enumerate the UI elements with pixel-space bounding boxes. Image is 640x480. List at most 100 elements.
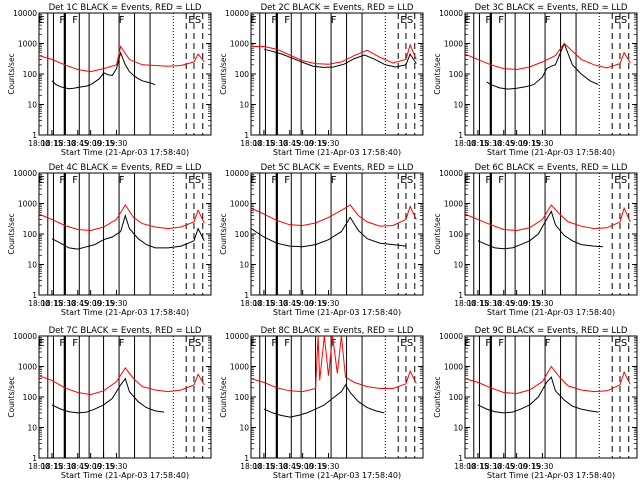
panel-title: Det 1C BLACK = Events, RED = LLD [49, 3, 202, 13]
x-tick-label: 19:00 [506, 299, 528, 308]
x-tick-label: 19:30 [532, 139, 554, 148]
events-series-line [51, 51, 156, 90]
x-tick-label: 18:45 [493, 462, 515, 471]
panel-title: Det 7C BLACK = Events, RED = LLD [49, 326, 202, 336]
region-marker-label: F [119, 175, 125, 186]
y-axis-label: Counts/sec [219, 376, 228, 417]
region-marker-label: F [284, 338, 290, 349]
region-marker-label: S [407, 175, 413, 186]
x-tick-label: 18:30 [54, 299, 76, 308]
y-tick-label: 100 [449, 70, 464, 79]
x-tick-label: 18:45 [279, 299, 301, 308]
region-marker-label: E [38, 338, 44, 349]
x-tick-label: 18:30 [54, 462, 76, 471]
panel-title: Det 3C BLACK = Events, RED = LLD [475, 3, 628, 13]
region-marker-label: F [498, 15, 504, 26]
y-tick-label: 1 [244, 291, 249, 300]
y-tick-label: 10000 [13, 9, 37, 18]
x-tick-label: 19:00 [80, 139, 102, 148]
lld-series-line [464, 204, 631, 232]
x-tick-label: 18:00 [240, 139, 262, 148]
x-tick-label: 19:15 [519, 462, 541, 471]
region-marker-label: E [250, 338, 256, 349]
y-tick-label: 10 [27, 261, 37, 270]
x-tick-label: 18:30 [480, 139, 502, 148]
lld-series-line [464, 42, 631, 71]
y-tick-label: 10 [27, 424, 37, 433]
y-tick-label: 100 [235, 70, 250, 79]
region-marker-label: E [250, 175, 256, 186]
x-tick-label: 19:15 [519, 299, 541, 308]
y-tick-label: 1000 [230, 40, 249, 49]
region-marker-label: F [545, 338, 551, 349]
events-series-line [51, 213, 205, 250]
y-tick-label: 1000 [444, 40, 463, 49]
x-tick-label: 18:15 [41, 462, 63, 471]
x-tick-label: 19:30 [106, 462, 128, 471]
lld-series-line [38, 45, 205, 73]
region-marker-label: F [72, 175, 78, 186]
y-tick-label: 1000 [444, 200, 463, 209]
y-tick-label: 1000 [18, 40, 37, 49]
x-tick-label: 19:00 [80, 299, 102, 308]
x-tick-label: 18:15 [41, 139, 63, 148]
region-marker-label: F [284, 15, 290, 26]
region-marker-label: E [464, 338, 470, 349]
x-tick-label: 18:45 [67, 299, 89, 308]
y-tick-label: 100 [23, 230, 38, 239]
y-tick-label: 10000 [439, 9, 463, 18]
region-marker-label: F [59, 338, 65, 349]
region-marker-label: F [485, 175, 491, 186]
region-marker-label: E [614, 15, 620, 26]
y-axis-label: Counts/sec [7, 213, 16, 254]
lld-series-line [38, 367, 205, 396]
x-tick-label: 18:45 [493, 139, 515, 148]
x-tick-label: 18:30 [54, 139, 76, 148]
x-tick-label: 18:00 [240, 299, 262, 308]
region-marker-label: S [407, 15, 413, 26]
x-tick-label: 18:45 [67, 462, 89, 471]
panel-title: Det 4C BLACK = Events, RED = LLD [49, 163, 202, 173]
x-tick-label: 18:15 [41, 299, 63, 308]
region-marker-label: E [250, 15, 256, 26]
region-marker-label: E [188, 338, 194, 349]
y-tick-label: 1 [244, 131, 249, 140]
region-marker-label: F [271, 15, 277, 26]
y-tick-label: 10000 [13, 169, 37, 178]
y-axis-label: Counts/sec [433, 213, 442, 254]
region-marker-label: S [407, 338, 413, 349]
x-tick-label: 18:00 [454, 139, 476, 148]
events-series-line [263, 48, 417, 68]
y-tick-label: 1000 [18, 200, 37, 209]
x-tick-label: 18:15 [253, 462, 275, 471]
y-tick-label: 100 [23, 70, 38, 79]
x-axis-label: Start Time (21-Apr-03 17:58:40) [273, 471, 401, 480]
x-tick-label: 18:45 [493, 299, 515, 308]
x-tick-label: 18:30 [480, 299, 502, 308]
y-axis-label: Counts/sec [433, 53, 442, 94]
y-tick-label: 1000 [18, 363, 37, 372]
x-tick-label: 19:15 [93, 299, 115, 308]
y-tick-label: 10 [239, 261, 249, 270]
x-tick-label: 18:15 [467, 299, 489, 308]
x-tick-label: 19:15 [93, 139, 115, 148]
y-tick-label: 10 [27, 101, 37, 110]
events-series-line [263, 383, 385, 418]
x-tick-label: 19:15 [305, 299, 327, 308]
y-axis-label: Counts/sec [7, 53, 16, 94]
y-tick-label: 1 [458, 454, 463, 463]
region-marker-label: S [195, 338, 201, 349]
x-tick-label: 18:30 [266, 462, 288, 471]
x-tick-label: 19:00 [292, 299, 314, 308]
region-marker-label: E [400, 15, 406, 26]
region-marker-label: E [38, 15, 44, 26]
y-tick-label: 10000 [225, 9, 249, 18]
region-marker-label: F [545, 175, 551, 186]
panel-title: Det 8C BLACK = Events, RED = LLD [261, 326, 414, 336]
y-tick-label: 1 [32, 291, 37, 300]
region-marker-label: E [614, 175, 620, 186]
x-axis-label: Start Time (21-Apr-03 17:58:40) [61, 308, 189, 317]
y-tick-label: 10 [239, 424, 249, 433]
region-marker-label: F [284, 175, 290, 186]
